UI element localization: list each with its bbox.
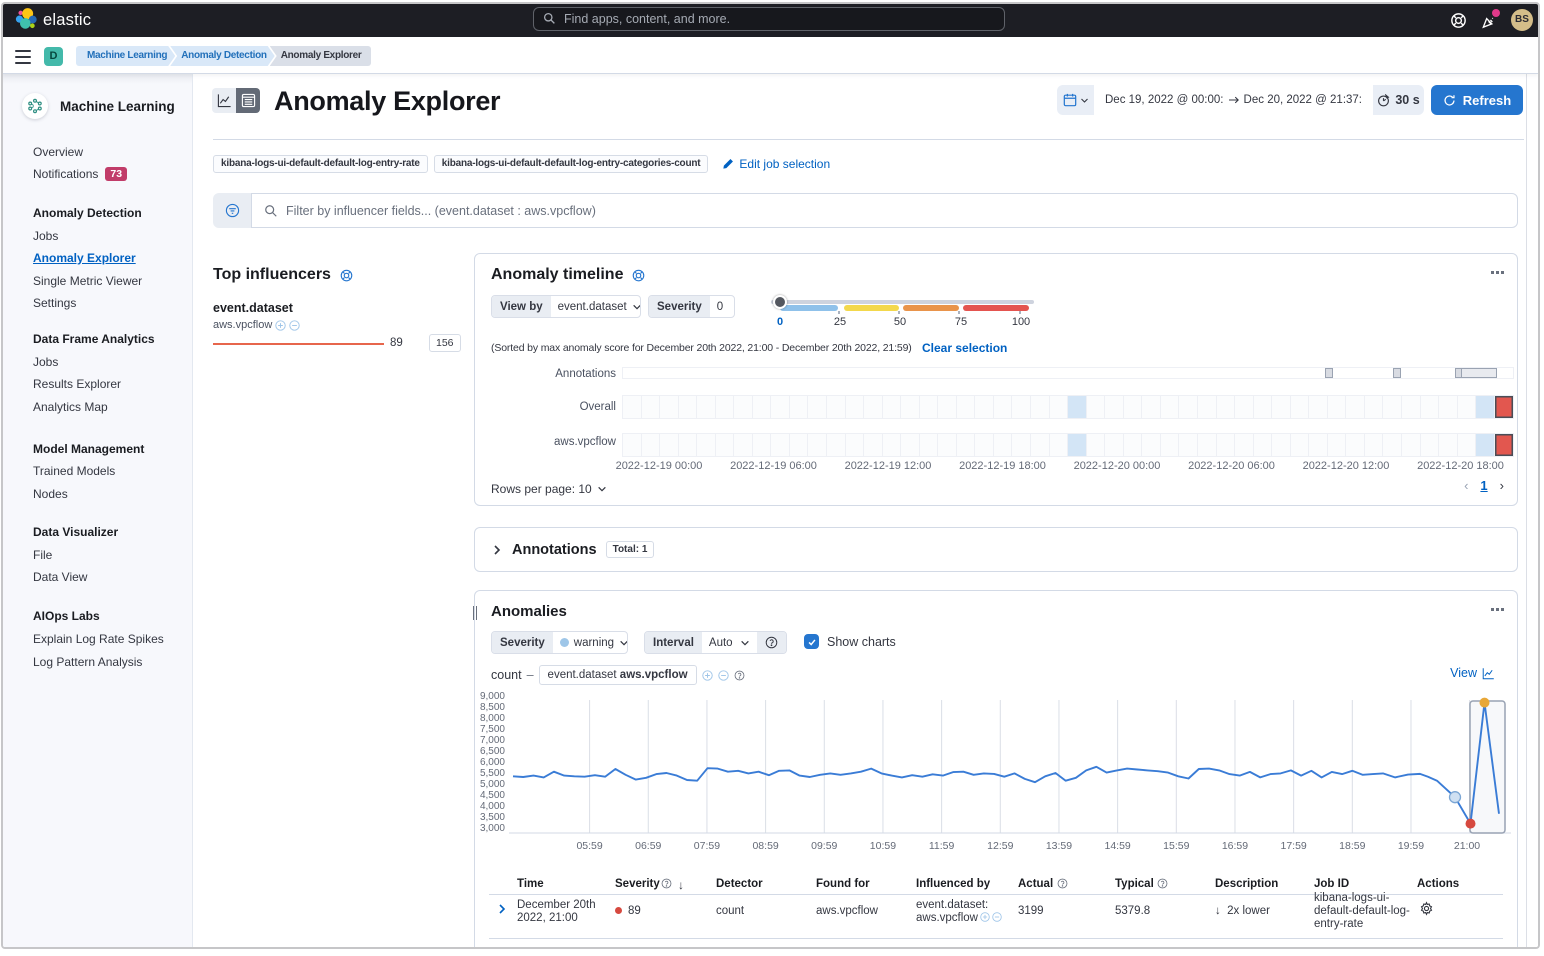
svg-text:7,000: 7,000 xyxy=(480,735,505,746)
svg-text:05:59: 05:59 xyxy=(576,840,602,852)
svg-text:3,000: 3,000 xyxy=(480,823,505,834)
svg-text:7,500: 7,500 xyxy=(480,724,505,735)
svg-text:5,000: 5,000 xyxy=(480,779,505,790)
svg-text:14:59: 14:59 xyxy=(1104,840,1130,852)
svg-text:07:59: 07:59 xyxy=(694,840,720,852)
svg-text:09:59: 09:59 xyxy=(811,840,837,852)
svg-text:13:59: 13:59 xyxy=(1046,840,1072,852)
svg-text:11:59: 11:59 xyxy=(929,840,955,852)
svg-text:17:59: 17:59 xyxy=(1280,840,1306,852)
svg-text:19:59: 19:59 xyxy=(1398,840,1424,852)
svg-text:12:59: 12:59 xyxy=(987,840,1013,852)
svg-text:3,500: 3,500 xyxy=(480,812,505,823)
svg-text:8,500: 8,500 xyxy=(480,702,505,713)
svg-text:6,500: 6,500 xyxy=(480,746,505,757)
svg-text:4,000: 4,000 xyxy=(480,801,505,812)
svg-text:18:59: 18:59 xyxy=(1339,840,1365,852)
svg-text:9,000: 9,000 xyxy=(480,691,505,702)
svg-text:4,500: 4,500 xyxy=(480,790,505,801)
svg-text:21:00: 21:00 xyxy=(1454,840,1480,852)
svg-text:16:59: 16:59 xyxy=(1222,840,1248,852)
svg-text:06:59: 06:59 xyxy=(635,840,661,852)
svg-text:5,500: 5,500 xyxy=(480,768,505,779)
svg-text:15:59: 15:59 xyxy=(1163,840,1189,852)
svg-text:08:59: 08:59 xyxy=(752,840,778,852)
svg-text:8,000: 8,000 xyxy=(480,713,505,724)
svg-text:10:59: 10:59 xyxy=(870,840,896,852)
svg-text:6,000: 6,000 xyxy=(480,757,505,768)
